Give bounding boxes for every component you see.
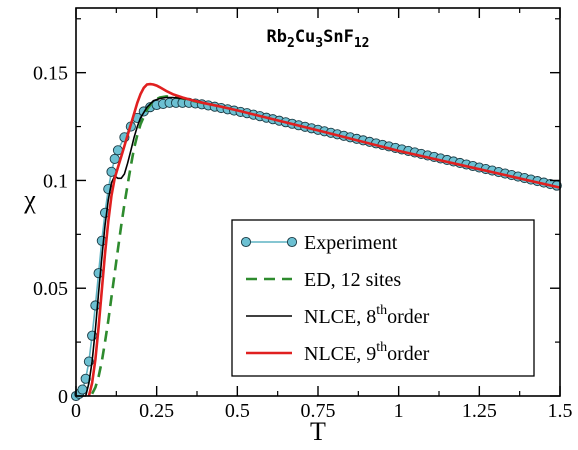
series-line <box>90 95 206 395</box>
x-tick-label: 0 <box>71 400 81 422</box>
legend-box <box>231 219 535 377</box>
y-tick-label: 0.15 <box>33 63 68 85</box>
chart-title: Rb2Cu3SnF12 <box>267 27 370 51</box>
ticks-layer: 0 0.25 0.5 0.75 1 1.25 1.5 0 0.05 0.1 0.15 <box>33 8 573 422</box>
data-point <box>109 153 120 164</box>
y-tick-label: 0.1 <box>43 170 68 192</box>
legend-label: NLCE, 8thorder <box>304 303 430 328</box>
x-tick-label: 1.25 <box>462 400 497 422</box>
legend-marker <box>240 236 252 248</box>
legend: Experiment ED, 12 sites NLCE, 8thorder NLCE… <box>231 219 535 377</box>
y-tick-label: 0.05 <box>33 278 68 300</box>
x-tick-label: 0.25 <box>139 400 174 422</box>
series-line <box>87 82 561 397</box>
y-axis-label: χ <box>23 185 36 214</box>
data-point <box>90 300 101 311</box>
x-tick-label: 0.75 <box>301 400 336 422</box>
legend-label: Experiment <box>304 232 398 254</box>
legend-marker <box>286 236 298 248</box>
x-tick-label: 0.5 <box>225 400 250 422</box>
data-point <box>77 384 88 395</box>
legend-label: NLCE, 9thorder <box>304 340 430 365</box>
x-tick-label: 1.5 <box>548 400 573 422</box>
legend-label: ED, 12 sites <box>304 269 401 291</box>
y-tick-label: 0 <box>58 386 68 408</box>
x-axis-label: T <box>310 417 326 446</box>
x-tick-label: 1 <box>394 400 404 422</box>
series-layer <box>70 82 562 402</box>
